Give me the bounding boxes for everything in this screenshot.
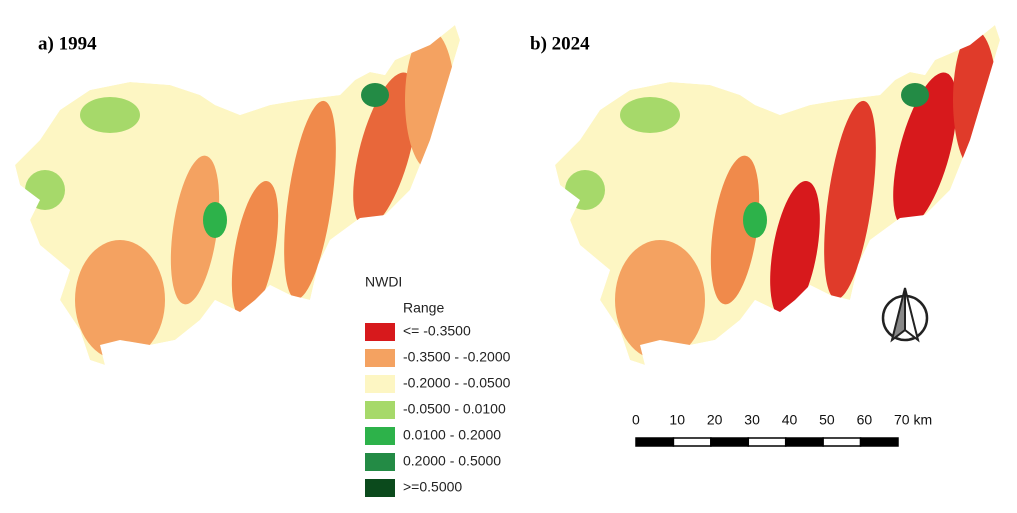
scale-segment xyxy=(822,437,862,447)
scale-segment xyxy=(710,437,750,447)
legend-swatch xyxy=(365,427,395,445)
scale-segment xyxy=(859,437,899,447)
legend-swatch xyxy=(365,401,395,419)
legend-title: NWDI xyxy=(365,274,402,290)
scale-segment xyxy=(672,437,712,447)
scale-segment xyxy=(747,437,787,447)
scale-label: 0 xyxy=(632,412,640,428)
legend: <= -0.3500 -0.3500 - -0.2000 -0.2000 - -0.… xyxy=(365,323,511,497)
panel-title: a) 1994 xyxy=(38,33,97,54)
legend-label: 0.2000 - 0.5000 xyxy=(403,453,501,469)
legend-label: >=0.5000 xyxy=(403,479,462,495)
scale-label: 20 xyxy=(707,412,723,428)
legend-swatch xyxy=(365,349,395,367)
legend-label: -0.2000 - -0.0500 xyxy=(403,375,511,391)
legend-swatch xyxy=(365,375,395,393)
legend-swatch xyxy=(365,453,395,471)
scale-label: 10 xyxy=(669,412,685,428)
scale-segment xyxy=(784,437,824,447)
legend-swatch xyxy=(365,479,395,497)
map-2024 xyxy=(555,25,1000,365)
scale-bar: 0 10 20 30 40 50 60 70 km xyxy=(632,412,932,447)
scale-segment xyxy=(635,437,675,447)
legend-label: -0.0500 - 0.0100 xyxy=(403,401,506,417)
panel-title: b) 2024 xyxy=(530,33,590,54)
scale-label: 30 xyxy=(744,412,760,428)
scale-label: 40 xyxy=(782,412,798,428)
legend-label: -0.3500 - -0.2000 xyxy=(403,349,511,365)
map-1994 xyxy=(15,25,460,365)
legend-label: 0.0100 - 0.2000 xyxy=(403,427,501,443)
legend-label: <= -0.3500 xyxy=(403,323,471,339)
scale-label: 50 xyxy=(819,412,835,428)
legend-subtitle: Range xyxy=(403,300,444,316)
scale-label: 70 km xyxy=(894,412,932,428)
scale-label: 60 xyxy=(857,412,873,428)
north-arrow xyxy=(881,287,929,343)
legend-swatch xyxy=(365,323,395,341)
